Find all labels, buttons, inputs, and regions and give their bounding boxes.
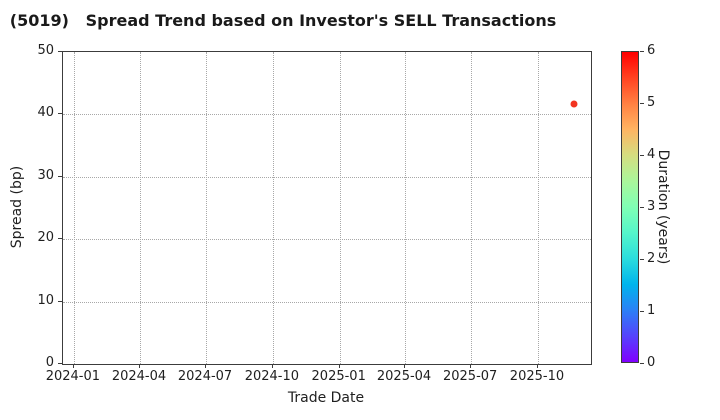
y-tick-label: 0 xyxy=(45,355,54,370)
x-gridline xyxy=(471,52,473,364)
x-tick-mark xyxy=(205,364,207,368)
x-tick-mark xyxy=(470,364,472,368)
plot-area xyxy=(62,51,592,365)
x-axis: 2024-01 2024-04 2024-07 2024-10 2025-01 2025-… xyxy=(46,364,590,400)
x-tick-mark xyxy=(404,364,406,368)
colorbar-tick-mark xyxy=(640,51,644,52)
y-tick-mark xyxy=(58,238,62,240)
y-tick-mark xyxy=(58,363,62,364)
x-axis-label: Trade Date xyxy=(287,390,365,406)
x-tick-label: 2024-04 xyxy=(111,369,167,384)
y-gridline xyxy=(63,176,591,178)
y-tick-label: 30 xyxy=(37,167,54,183)
chart-title: (5019) Spread Trend based on Investor's … xyxy=(9,11,557,30)
colorbar-label: Duration (years) xyxy=(655,149,671,265)
colorbar-tick-label: 0 xyxy=(647,355,656,370)
y-tick-label: 40 xyxy=(37,105,54,121)
colorbar-tick-label: 6 xyxy=(647,43,656,58)
x-tick-label: 2024-07 xyxy=(177,369,233,384)
y-tick-label: 10 xyxy=(37,292,54,308)
colorbar-tick-label: 1 xyxy=(647,303,656,318)
y-tick-mark xyxy=(58,300,62,302)
x-gridline xyxy=(339,52,341,364)
colorbar-tick-label: 5 xyxy=(647,95,656,110)
y-tick-label: 20 xyxy=(37,230,54,246)
x-tick-label: 2024-10 xyxy=(244,369,300,384)
colorbar-tick-label: 3 xyxy=(647,199,656,214)
y-tick-mark xyxy=(58,175,62,177)
x-gridline xyxy=(73,52,75,364)
x-gridline xyxy=(206,52,208,364)
x-tick-label: 2025-01 xyxy=(311,369,366,384)
scatter-point xyxy=(570,100,578,108)
colorbar-tick-mark xyxy=(640,207,644,208)
colorbar xyxy=(621,51,639,363)
colorbar-axis: 0 1 2 3 4 5 6 xyxy=(640,43,680,370)
x-gridline xyxy=(405,52,407,364)
x-tick-label: 2025-10 xyxy=(509,369,565,384)
y-tick-mark xyxy=(58,51,62,52)
x-gridline xyxy=(139,52,141,364)
x-gridline xyxy=(537,52,539,364)
colorbar-tick-mark xyxy=(640,311,644,312)
colorbar-tick-label: 2 xyxy=(647,251,656,266)
colorbar-tick-mark xyxy=(640,103,644,104)
y-gridline xyxy=(63,114,591,116)
y-axis: 0 10 20 30 40 50 xyxy=(0,43,62,370)
x-tick-label: 2025-04 xyxy=(376,369,432,384)
colorbar-tick-mark xyxy=(640,363,644,364)
colorbar-tick-label: 4 xyxy=(647,147,656,162)
y-gridline xyxy=(63,301,591,303)
x-tick-mark xyxy=(271,364,273,368)
x-tick-label: 2025-07 xyxy=(442,369,498,384)
x-tick-mark xyxy=(338,364,340,368)
x-tick-mark xyxy=(536,364,538,368)
y-tick-mark xyxy=(58,113,62,115)
y-tick-label: 50 xyxy=(37,43,54,58)
colorbar-tick-mark xyxy=(640,259,644,260)
colorbar-tick-mark xyxy=(640,155,644,156)
x-tick-mark xyxy=(138,364,140,368)
x-tick-label: 2024-01 xyxy=(45,369,101,384)
y-gridline xyxy=(63,239,591,241)
x-gridline xyxy=(272,52,274,364)
x-tick-mark xyxy=(72,364,74,368)
